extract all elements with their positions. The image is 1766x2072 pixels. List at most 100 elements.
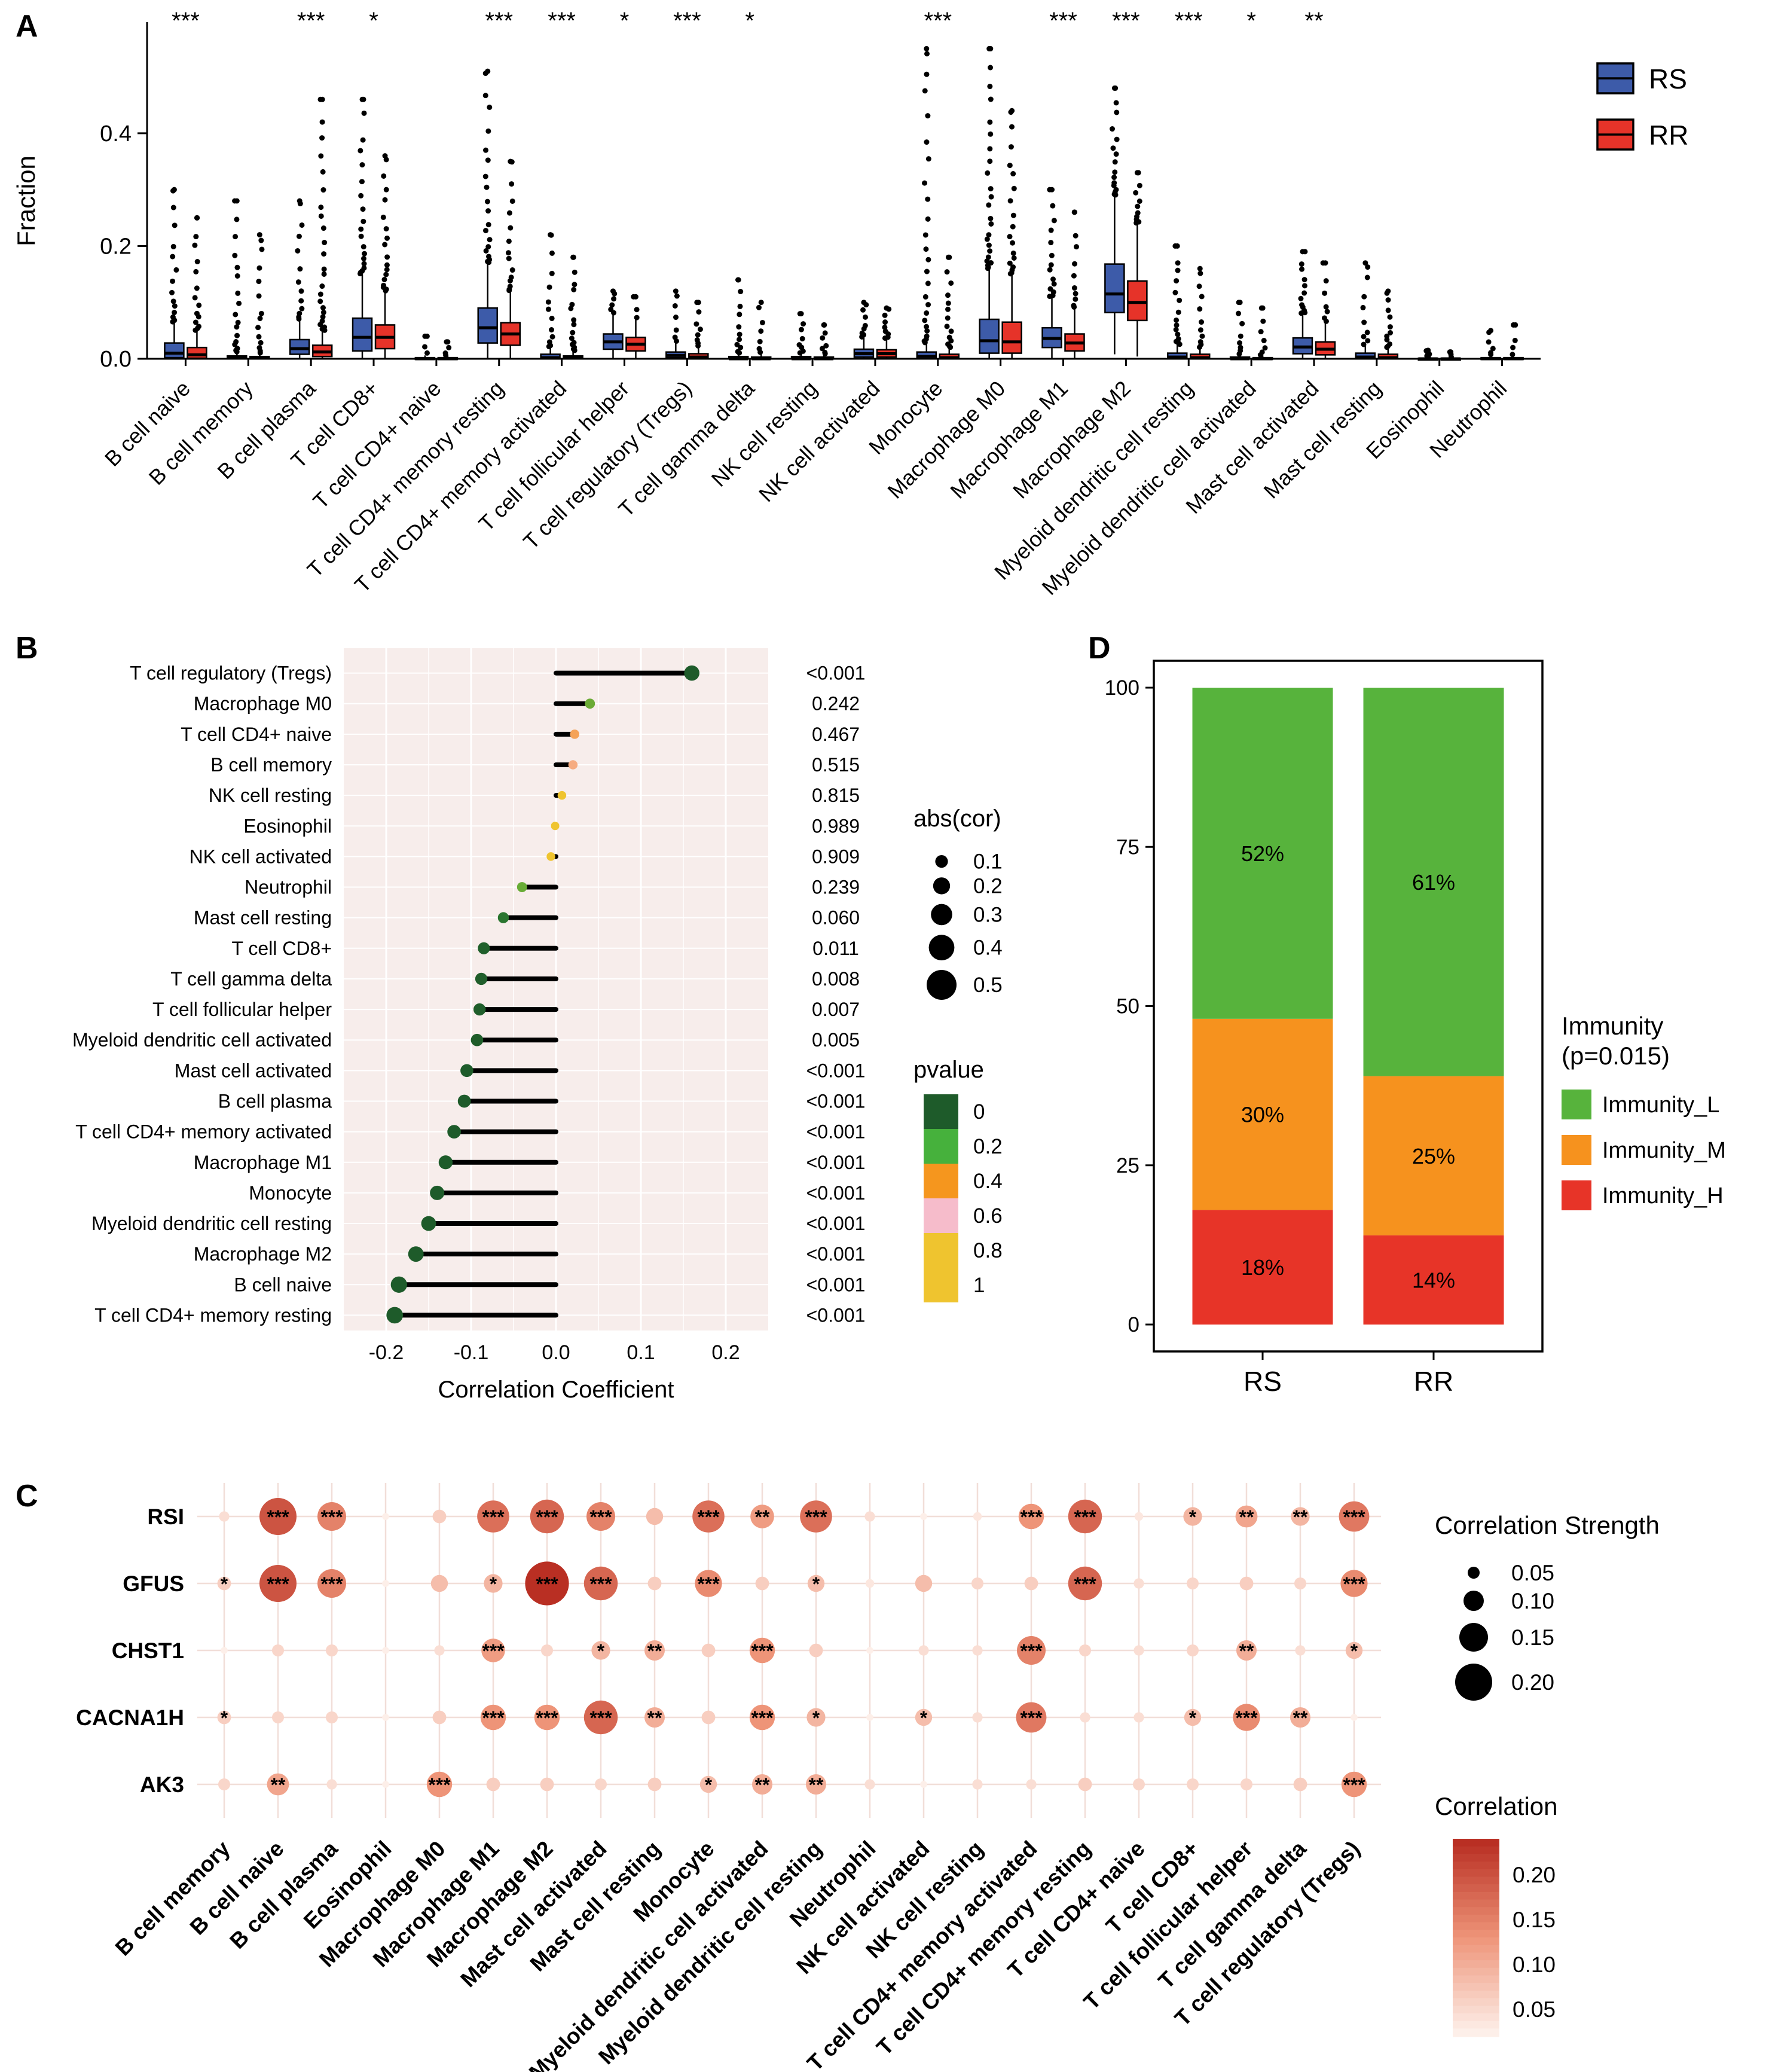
svg-text:***: *** (589, 1506, 612, 1528)
panel-d-label: D (1088, 631, 1111, 666)
svg-text:0.060: 0.060 (812, 907, 860, 929)
svg-text:0: 0 (1128, 1313, 1139, 1336)
svg-text:***: *** (1074, 1506, 1096, 1528)
svg-text:B cell memory: B cell memory (210, 754, 332, 776)
svg-text:Monocyte: Monocyte (249, 1182, 332, 1204)
svg-text:**: ** (755, 1774, 770, 1796)
svg-text:52%: 52% (1241, 841, 1284, 866)
svg-text:***: *** (428, 1774, 451, 1796)
svg-text:*: * (490, 1573, 497, 1595)
svg-text:<0.001: <0.001 (806, 1243, 866, 1265)
svg-text:RS: RS (1649, 63, 1687, 94)
svg-text:T cell CD4+ memory activated: T cell CD4+ memory activated (75, 1121, 332, 1143)
svg-text:<0.001: <0.001 (806, 1182, 866, 1204)
svg-text:<0.001: <0.001 (806, 1121, 866, 1143)
svg-text:**: ** (809, 1774, 824, 1796)
svg-text:0.242: 0.242 (812, 693, 860, 715)
panel-c-bubble-matrix-chart: RSI *** *** *** *** *** *** ** *** *** *** * ** ** ***… (76, 1483, 1660, 2072)
svg-text:***: *** (482, 1640, 505, 1662)
svg-text:***: *** (1112, 8, 1140, 34)
svg-text:Macrophage M0: Macrophage M0 (194, 693, 332, 715)
svg-text:0.4: 0.4 (973, 1170, 1003, 1193)
svg-text:***: *** (1049, 8, 1077, 34)
svg-text:0.10: 0.10 (1511, 1589, 1554, 1613)
svg-text:0.2: 0.2 (973, 1135, 1003, 1158)
svg-text:<0.001: <0.001 (806, 1090, 866, 1112)
svg-text:RR: RR (1414, 1366, 1453, 1397)
svg-text:0.467: 0.467 (812, 724, 860, 745)
svg-text:25: 25 (1116, 1154, 1139, 1177)
svg-text:Immunity: Immunity (1562, 1012, 1663, 1040)
svg-text:0.8: 0.8 (973, 1239, 1003, 1262)
svg-text:Neutrophil: Neutrophil (245, 877, 332, 898)
panel-a-label: A (16, 9, 38, 44)
svg-text:***: *** (536, 1707, 558, 1729)
svg-text:0.2: 0.2 (100, 234, 132, 259)
svg-text:*: * (1189, 1506, 1197, 1528)
svg-text:pvalue: pvalue (913, 1057, 984, 1083)
svg-text:<0.001: <0.001 (806, 1304, 866, 1326)
svg-text:0.011: 0.011 (812, 938, 859, 959)
svg-text:0.5: 0.5 (973, 974, 1003, 997)
svg-text:0.20: 0.20 (1511, 1670, 1554, 1695)
svg-text:0.0: 0.0 (542, 1341, 570, 1364)
svg-text:0.4: 0.4 (973, 936, 1003, 960)
svg-text:Immunity_M: Immunity_M (1602, 1138, 1726, 1163)
svg-text:**: ** (1304, 8, 1323, 34)
svg-text:RS: RS (1243, 1366, 1282, 1397)
svg-text:0.005: 0.005 (812, 1029, 860, 1051)
svg-text:100: 100 (1105, 676, 1139, 700)
svg-text:0.239: 0.239 (812, 877, 860, 898)
svg-text:Eosinophil: Eosinophil (243, 815, 332, 837)
svg-text:***: *** (536, 1506, 558, 1528)
svg-text:0.909: 0.909 (812, 846, 860, 867)
svg-text:18%: 18% (1241, 1255, 1284, 1280)
svg-text:T cell gamma delta: T cell gamma delta (170, 968, 332, 990)
svg-text:0.4: 0.4 (100, 121, 132, 147)
svg-text:**: ** (647, 1640, 662, 1662)
svg-text:Immunity_L: Immunity_L (1602, 1093, 1719, 1118)
svg-text:0.15: 0.15 (1513, 1908, 1556, 1932)
svg-text:*: * (597, 1640, 605, 1662)
svg-text:0.05: 0.05 (1513, 1997, 1556, 2022)
svg-text:NK cell resting: NK cell resting (209, 785, 332, 806)
svg-text:1: 1 (973, 1274, 985, 1297)
svg-text:*: * (1189, 1707, 1197, 1729)
svg-text:***: *** (751, 1640, 774, 1662)
svg-text:***: *** (1343, 1573, 1365, 1595)
svg-text:Macrophage M2: Macrophage M2 (194, 1243, 332, 1265)
panel-c-label: C (16, 1479, 38, 1513)
svg-text:**: ** (271, 1774, 286, 1796)
svg-text:T cell follicular helper: T cell follicular helper (152, 999, 332, 1020)
svg-text:***: *** (1175, 8, 1203, 34)
svg-text:Correlation Coefficient: Correlation Coefficient (438, 1377, 674, 1403)
svg-text:***: *** (548, 8, 576, 34)
svg-text:***: *** (536, 1573, 558, 1595)
svg-text:***: *** (482, 1506, 505, 1528)
svg-text:**: ** (1239, 1506, 1254, 1528)
svg-text:Macrophage M1: Macrophage M1 (194, 1152, 332, 1173)
svg-text:CACNA1H: CACNA1H (76, 1705, 184, 1730)
svg-text:0.0: 0.0 (100, 347, 132, 372)
svg-text:0.008: 0.008 (812, 968, 860, 990)
svg-text:*: * (920, 1707, 928, 1729)
svg-text:Correlation: Correlation (1435, 1792, 1557, 1820)
svg-text:0.20: 0.20 (1513, 1863, 1556, 1887)
svg-text:***: *** (482, 1707, 505, 1729)
svg-text:*: * (620, 8, 630, 34)
svg-text:Immunity_H: Immunity_H (1602, 1183, 1724, 1209)
svg-text:*: * (1246, 8, 1256, 34)
svg-text:0.815: 0.815 (812, 785, 860, 806)
svg-text:***: *** (1235, 1707, 1258, 1729)
svg-text:0.2: 0.2 (973, 874, 1003, 898)
svg-text:AK3: AK3 (140, 1772, 184, 1797)
svg-text:0.007: 0.007 (812, 999, 860, 1020)
svg-text:***: *** (320, 1573, 343, 1595)
svg-text:Correlation Strength: Correlation Strength (1435, 1511, 1660, 1539)
svg-text:**: ** (1293, 1506, 1308, 1528)
svg-text:***: *** (697, 1506, 720, 1528)
svg-text:0.989: 0.989 (812, 815, 860, 837)
svg-text:T cell CD8+: T cell CD8+ (232, 938, 332, 959)
panel-b-label: B (16, 631, 38, 666)
